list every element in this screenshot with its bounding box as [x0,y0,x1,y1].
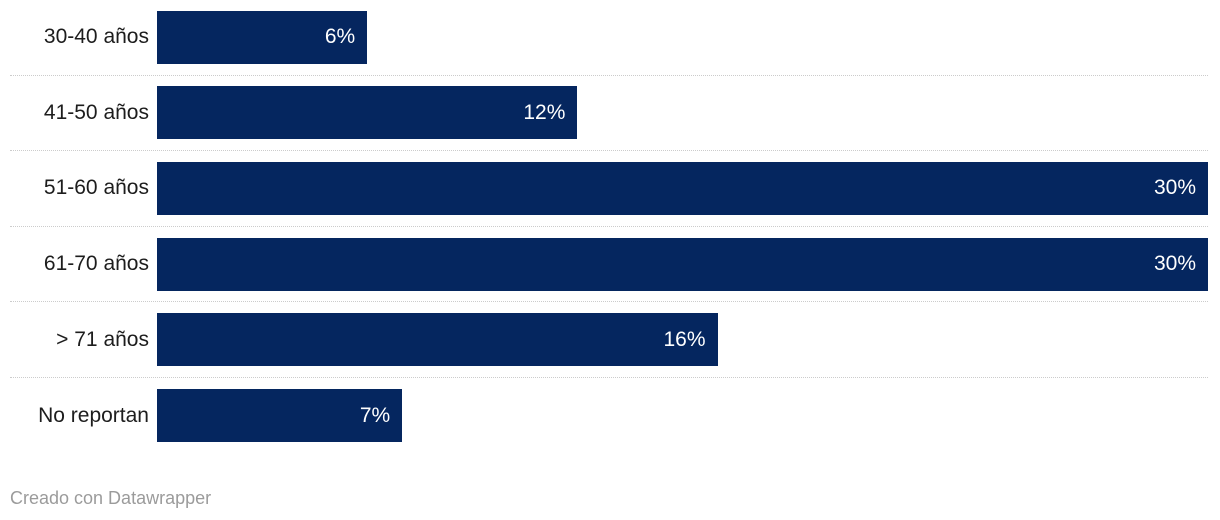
chart-row: 30-40 años 6% [10,0,1208,76]
value-label: 16% [663,327,706,351]
bar-track: 30% [157,237,1208,291]
chart-row: 51-60 años 30% [10,151,1208,227]
bar[interactable]: 30% [157,237,1208,291]
chart-row: 61-70 años 30% [10,227,1208,303]
category-label: > 71 años [56,327,149,351]
category-label: 30-40 años [43,25,149,49]
bar-track: 30% [157,161,1208,215]
bar[interactable]: 16% [157,313,718,367]
chart-row: 41-50 años 12% [10,76,1208,152]
value-label: 6% [324,25,356,49]
chart-row: > 71 años 16% [10,302,1208,378]
category-label: No reportan [38,403,149,427]
bar-track: 7% [157,389,1208,443]
bar-track: 12% [157,86,1208,140]
bar[interactable]: 12% [157,86,578,140]
chart-rows: 30-40 años 6% 41-50 años 12% 51-60 años … [10,0,1208,454]
bar-track: 16% [157,313,1208,367]
bar-track: 6% [157,10,1208,64]
value-label: 12% [523,100,566,124]
bar[interactable]: 6% [157,10,368,64]
attribution-text: Creado con Datawrapper [10,487,212,508]
category-label: 61-70 años [43,252,149,276]
value-label: 30% [1153,176,1196,200]
value-label: 7% [359,403,391,427]
category-label: 41-50 años [43,100,149,124]
value-label: 30% [1153,252,1196,276]
bar[interactable]: 7% [157,389,403,443]
category-label: 51-60 años [43,176,149,200]
bar[interactable]: 30% [157,161,1208,215]
chart-row: No reportan 7% [10,378,1208,454]
